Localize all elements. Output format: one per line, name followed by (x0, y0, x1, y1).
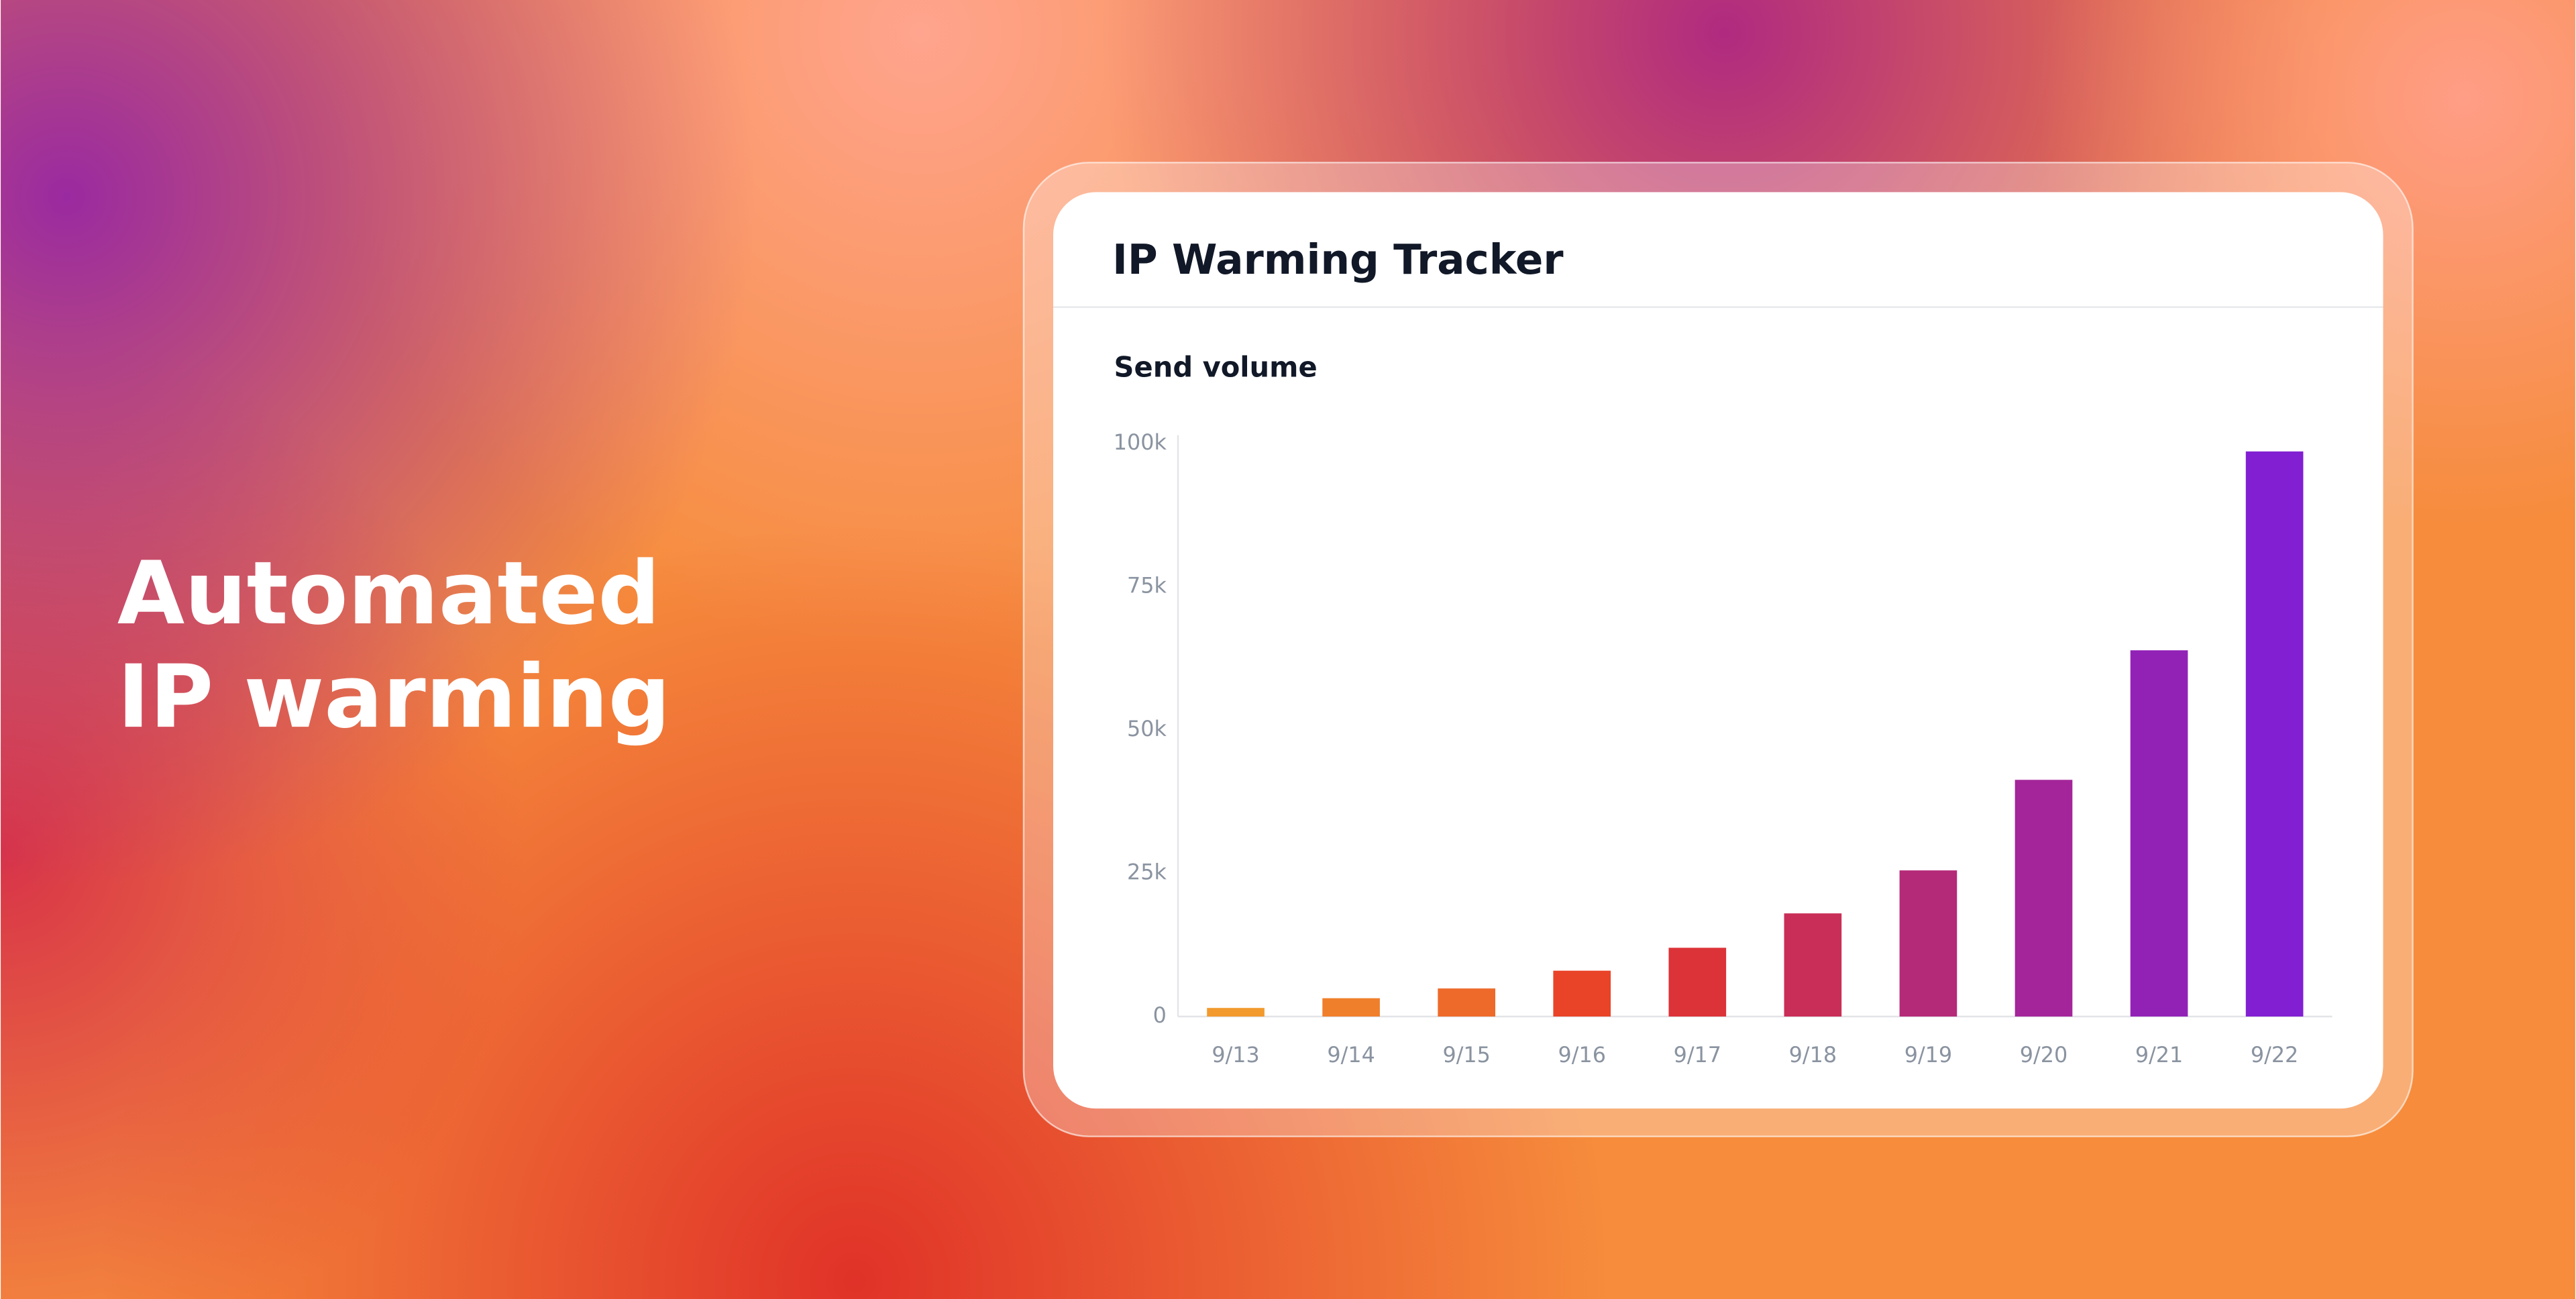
y-tick-label: 100k (1114, 429, 1167, 455)
x-tick-label: 9/15 (1442, 1042, 1490, 1068)
bar (2245, 451, 2304, 1017)
chart-subtitle: Send volume (1114, 351, 1318, 384)
y-tick-label: 75k (1127, 572, 1167, 598)
y-tick-label: 50k (1127, 716, 1167, 741)
bar (2130, 650, 2188, 1017)
headline: Automated (117, 543, 660, 644)
bar (1553, 970, 1611, 1017)
x-tick-label: 9/13 (1212, 1042, 1259, 1068)
bar (1438, 988, 1496, 1017)
x-tick-label: 9/22 (2251, 1042, 2298, 1068)
x-tick-label: 9/19 (1904, 1042, 1952, 1068)
bar (1784, 913, 1842, 1017)
x-tick-label: 9/14 (1327, 1042, 1375, 1068)
y-tick-label: 0 (1153, 1002, 1167, 1028)
x-tick-label: 9/20 (2020, 1042, 2068, 1068)
bar (1899, 870, 1957, 1017)
x-tick-label: 9/18 (1789, 1042, 1837, 1068)
bar (1668, 947, 1727, 1017)
x-tick-label: 9/17 (1674, 1042, 1721, 1068)
bar (2015, 780, 2073, 1017)
headline: IP warming (117, 646, 671, 747)
x-tick-label: 9/16 (1558, 1042, 1606, 1068)
x-tick-label: 9/21 (2135, 1042, 2183, 1068)
chart-title: IP Warming Tracker (1112, 236, 1563, 284)
bar (1322, 998, 1380, 1017)
y-tick-label: 25k (1127, 859, 1167, 884)
bar (1207, 1008, 1265, 1017)
